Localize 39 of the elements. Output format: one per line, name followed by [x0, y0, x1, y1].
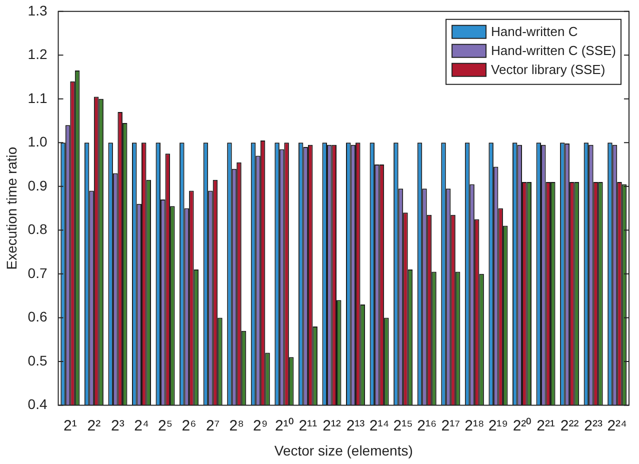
- y-tick-label: 1.2: [28, 46, 48, 62]
- x-tick-label: 2¹⁸: [464, 417, 484, 434]
- y-axis-title: Execution time ratio: [3, 146, 20, 270]
- y-tick-label: 1.0: [28, 134, 48, 150]
- x-tick-label: 2⁹: [253, 417, 268, 434]
- x-tick-label: 2¹⁴: [369, 417, 390, 434]
- x-tick-label: 2¹¹: [298, 417, 318, 434]
- legend-label: Hand-written C: [491, 24, 578, 39]
- x-tick-label: 2¹⁹: [488, 417, 508, 434]
- x-tick-label: 2²¹: [536, 417, 555, 434]
- y-tick-label: 0.5: [28, 352, 48, 368]
- legend-label: Hand-written C (SSE): [491, 42, 616, 58]
- y-tick-label: 0.8: [28, 221, 48, 238]
- y-tick-label: 0.7: [28, 264, 48, 281]
- x-tick-label: 2²⁰: [512, 417, 532, 434]
- x-tick-label: 2²⁴: [607, 417, 628, 434]
- legend-label: Vector library (SSE): [491, 62, 606, 77]
- x-tick-label: 2¹²: [322, 417, 341, 434]
- y-tick-label: 0.4: [28, 396, 48, 412]
- x-tick-label: 2⁶: [182, 417, 196, 434]
- y-tick-label: 0.6: [28, 308, 48, 325]
- x-tick-label: 2¹⁰: [275, 417, 294, 434]
- x-tick-label: 2¹⁶: [417, 417, 437, 434]
- x-tick-label: 2²: [87, 417, 101, 434]
- y-tick-label: 0.9: [28, 177, 48, 194]
- x-tick-label: 2¹: [63, 417, 77, 434]
- x-tick-label: 2⁸: [229, 417, 244, 434]
- x-tick-label: 2⁷: [206, 417, 220, 434]
- x-tick-label: 2⁵: [158, 417, 173, 434]
- y-tick-label: 1.1: [28, 90, 48, 106]
- x-tick-label: 2⁴: [134, 417, 149, 434]
- y-tick-label: 1.3: [28, 2, 48, 18]
- x-tick-label: 2¹³: [346, 417, 365, 434]
- x-tick-label: 2¹⁵: [393, 417, 413, 434]
- x-tick-label: 2²²: [560, 417, 579, 434]
- x-tick-label: 2¹⁷: [441, 417, 460, 434]
- x-tick-label: 2²³: [584, 417, 602, 434]
- x-tick-label: 2³: [111, 417, 124, 434]
- x-axis-title: Vector size (elements): [274, 442, 413, 458]
